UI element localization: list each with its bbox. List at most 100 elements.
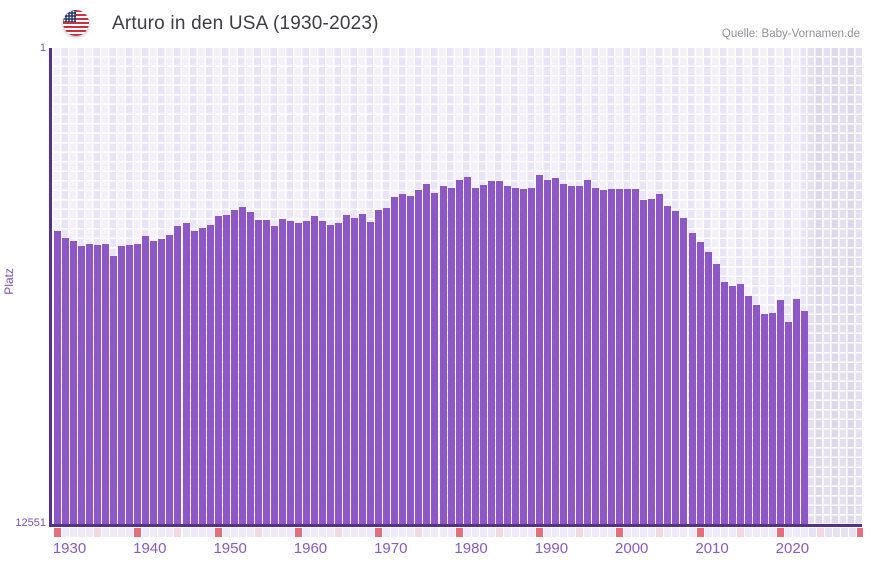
bar-2006[interactable] bbox=[664, 206, 672, 524]
bar-2016[interactable] bbox=[744, 296, 752, 524]
bar-2003[interactable] bbox=[640, 199, 648, 524]
bar-2005[interactable] bbox=[656, 193, 664, 524]
bar-1994[interactable] bbox=[568, 185, 576, 524]
bar-1946[interactable] bbox=[182, 222, 190, 524]
bar-1995[interactable] bbox=[576, 185, 584, 524]
bar-1937[interactable] bbox=[110, 256, 118, 524]
source-link[interactable]: Quelle: Baby-Vornamen.de bbox=[721, 28, 860, 40]
bar-1967[interactable] bbox=[351, 217, 359, 524]
bar-1949[interactable] bbox=[206, 224, 214, 524]
bar-1939[interactable] bbox=[126, 245, 134, 524]
bar-1975[interactable] bbox=[415, 189, 423, 524]
bar-1963[interactable] bbox=[319, 221, 327, 524]
bar-1977[interactable] bbox=[431, 193, 439, 524]
bar-1993[interactable] bbox=[560, 184, 567, 524]
bar-1948[interactable] bbox=[198, 227, 206, 524]
x-tick-marker-2025 bbox=[817, 528, 825, 537]
bar-1950[interactable] bbox=[214, 216, 222, 524]
bar-1960[interactable] bbox=[294, 223, 302, 524]
bar-2004[interactable] bbox=[648, 198, 656, 524]
bar-1969[interactable] bbox=[367, 222, 375, 524]
bar-1976[interactable] bbox=[423, 184, 431, 524]
bar-2013[interactable] bbox=[720, 281, 728, 524]
bar-1930[interactable] bbox=[54, 230, 61, 524]
bar-1992[interactable] bbox=[551, 177, 559, 524]
bar-1938[interactable] bbox=[118, 246, 126, 524]
bar-1957[interactable] bbox=[270, 225, 278, 524]
bar-1999[interactable] bbox=[608, 188, 616, 524]
bar-1974[interactable] bbox=[407, 196, 415, 524]
bar-2022[interactable] bbox=[792, 298, 800, 524]
bar-1990[interactable] bbox=[535, 174, 543, 524]
bar-1972[interactable] bbox=[391, 197, 399, 524]
bar-1968[interactable] bbox=[359, 214, 367, 524]
bar-1982[interactable] bbox=[471, 188, 479, 524]
bar-2009[interactable] bbox=[688, 232, 696, 524]
bar-2018[interactable] bbox=[760, 314, 768, 524]
bar-1951[interactable] bbox=[222, 214, 230, 524]
bar-1985[interactable] bbox=[495, 181, 503, 524]
bar-1935[interactable] bbox=[94, 244, 102, 524]
bar-2002[interactable] bbox=[632, 189, 640, 524]
bar-1953[interactable] bbox=[238, 206, 246, 524]
bar-1945[interactable] bbox=[174, 225, 182, 524]
bar-1966[interactable] bbox=[343, 215, 351, 524]
bar-1933[interactable] bbox=[78, 246, 86, 524]
bar-2001[interactable] bbox=[624, 188, 632, 524]
bar-1954[interactable] bbox=[246, 211, 254, 524]
bar-1961[interactable] bbox=[302, 221, 310, 524]
bar-1996[interactable] bbox=[584, 180, 592, 524]
bar-1973[interactable] bbox=[399, 194, 407, 524]
bar-2010[interactable] bbox=[696, 242, 704, 524]
bar-1991[interactable] bbox=[543, 180, 551, 524]
bar-1958[interactable] bbox=[278, 218, 286, 524]
bar-1983[interactable] bbox=[479, 184, 487, 524]
bar-2014[interactable] bbox=[728, 286, 736, 524]
bar-2021[interactable] bbox=[784, 322, 792, 524]
bar-1943[interactable] bbox=[158, 238, 166, 524]
bar-2000[interactable] bbox=[616, 189, 624, 524]
bar-1940[interactable] bbox=[134, 243, 142, 524]
bar-1934[interactable] bbox=[86, 243, 94, 524]
bar-2015[interactable] bbox=[736, 283, 744, 524]
bar-1944[interactable] bbox=[166, 234, 174, 524]
bar-1998[interactable] bbox=[600, 190, 608, 524]
plot-area[interactable] bbox=[52, 48, 862, 525]
bar-1932[interactable] bbox=[70, 241, 78, 524]
bar-1955[interactable] bbox=[254, 220, 262, 524]
bar-1988[interactable] bbox=[519, 189, 527, 524]
bar-1984[interactable] bbox=[487, 180, 495, 524]
bar-2023[interactable] bbox=[800, 311, 808, 524]
bar-2020[interactable] bbox=[776, 300, 784, 524]
bar-2012[interactable] bbox=[712, 263, 720, 524]
bar-2017[interactable] bbox=[752, 305, 760, 524]
bar-2008[interactable] bbox=[680, 217, 688, 524]
bar-1965[interactable] bbox=[335, 222, 343, 524]
bar-2007[interactable] bbox=[672, 210, 680, 524]
bar-1970[interactable] bbox=[375, 209, 383, 524]
x-tick-marker-1972 bbox=[391, 528, 399, 537]
bar-2019[interactable] bbox=[768, 312, 776, 524]
bar-1956[interactable] bbox=[262, 220, 270, 524]
x-tick-marker-1976 bbox=[423, 528, 431, 537]
bar-1962[interactable] bbox=[311, 215, 319, 524]
bar-1936[interactable] bbox=[102, 243, 110, 524]
bar-1989[interactable] bbox=[527, 187, 535, 524]
bar-1981[interactable] bbox=[463, 177, 471, 524]
bar-1942[interactable] bbox=[150, 241, 158, 524]
bar-1980[interactable] bbox=[455, 179, 463, 524]
bar-2011[interactable] bbox=[704, 252, 712, 524]
bar-1997[interactable] bbox=[592, 187, 600, 524]
bar-1971[interactable] bbox=[383, 208, 391, 524]
bar-1979[interactable] bbox=[447, 188, 455, 524]
bar-1941[interactable] bbox=[142, 236, 150, 524]
bar-1978[interactable] bbox=[439, 185, 447, 524]
bar-1964[interactable] bbox=[327, 225, 335, 524]
bar-1947[interactable] bbox=[190, 230, 198, 524]
bar-1931[interactable] bbox=[62, 237, 70, 524]
bar-1952[interactable] bbox=[230, 209, 238, 524]
bar-1987[interactable] bbox=[511, 188, 519, 524]
bar-1986[interactable] bbox=[503, 186, 511, 524]
x-tick-marker-1973 bbox=[399, 528, 407, 537]
bar-1959[interactable] bbox=[286, 221, 294, 524]
